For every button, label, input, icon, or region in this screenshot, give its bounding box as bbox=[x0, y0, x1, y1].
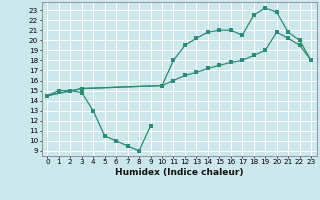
X-axis label: Humidex (Indice chaleur): Humidex (Indice chaleur) bbox=[115, 168, 244, 177]
